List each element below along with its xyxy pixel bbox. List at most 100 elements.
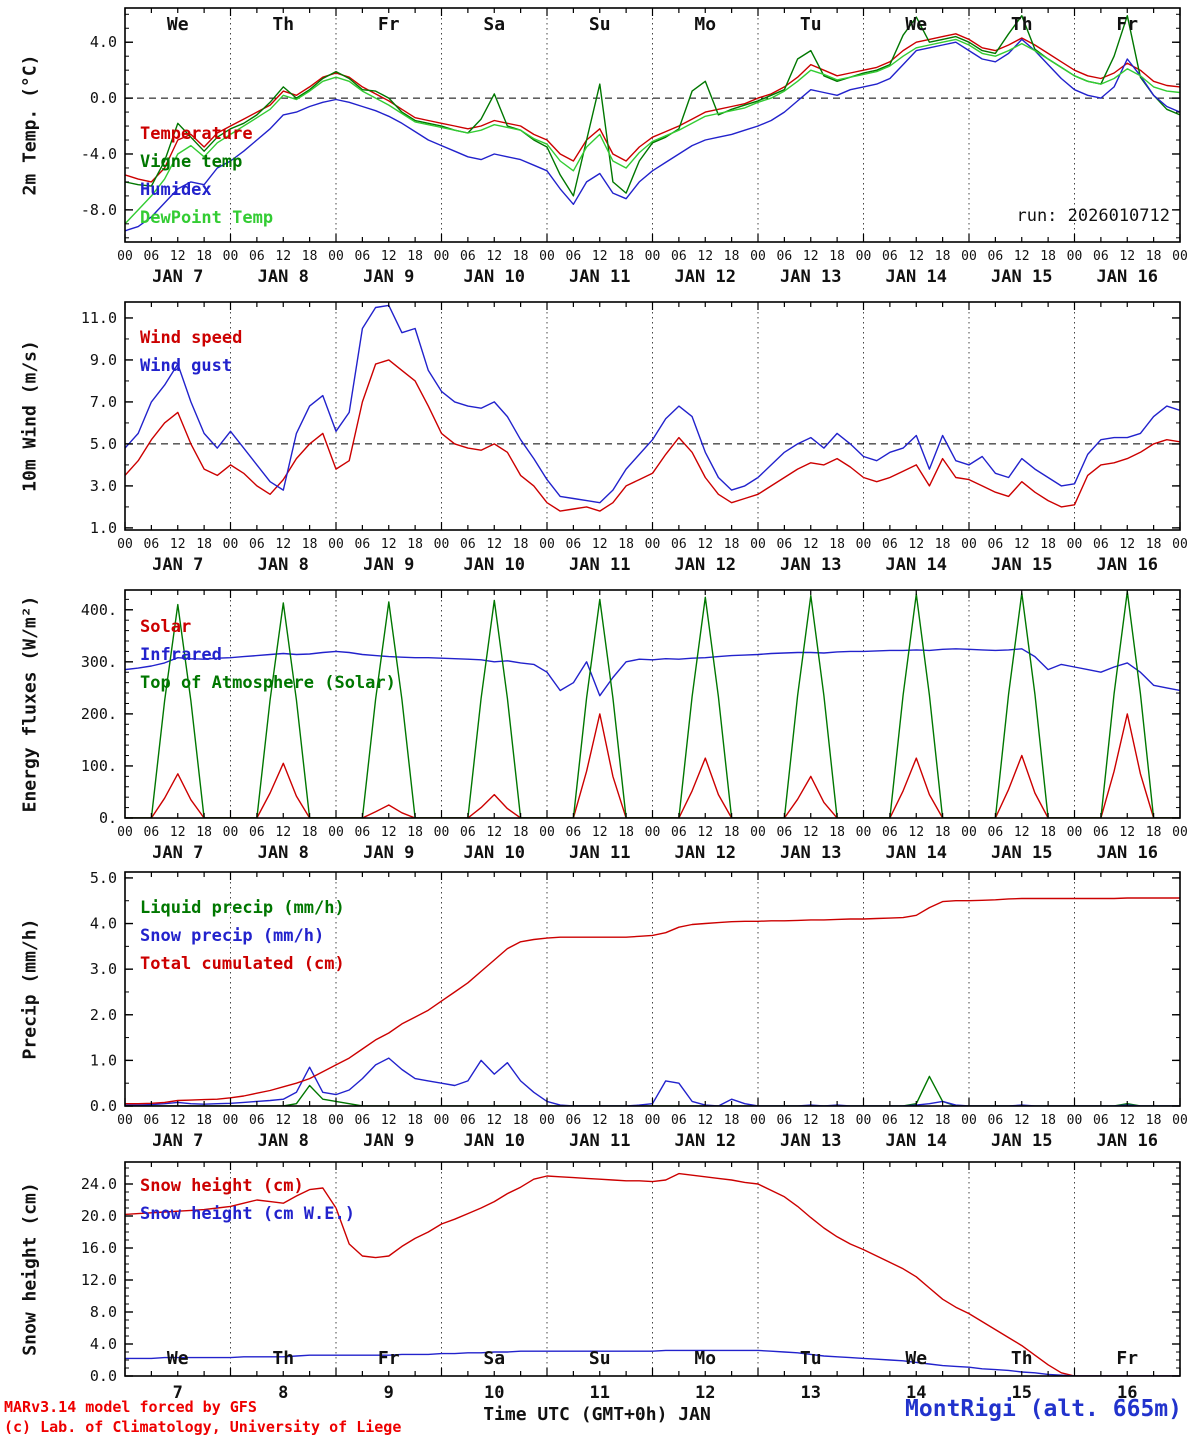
hour-tick-label: 00: [645, 537, 661, 552]
day-number-label: 10: [484, 1383, 504, 1403]
hour-tick-label: 18: [196, 537, 212, 552]
hour-tick-label: 06: [1093, 825, 1109, 840]
day-number-label: 13: [801, 1383, 821, 1403]
hour-tick-label: 12: [592, 249, 608, 264]
day-of-week-label: Fr: [1116, 1348, 1138, 1369]
hour-tick-label: 18: [618, 537, 634, 552]
date-label: JAN 13: [780, 555, 841, 575]
date-label: JAN 7: [152, 555, 203, 575]
hour-tick-label: 18: [724, 537, 740, 552]
hour-tick-label: 12: [1014, 825, 1030, 840]
hour-tick-label: 06: [249, 249, 265, 264]
day-number-label: 9: [384, 1383, 394, 1403]
legend-snow-precip: Snow precip (mm/h): [140, 926, 325, 946]
hour-tick-label: 12: [803, 249, 819, 264]
date-label: JAN 7: [152, 1131, 203, 1151]
hour-tick-label: 18: [935, 537, 951, 552]
hour-tick-label: 12: [697, 537, 713, 552]
y-tick-label: 20.0: [81, 1207, 117, 1225]
date-label: JAN 10: [464, 1131, 525, 1151]
hour-tick-label: 00: [434, 537, 450, 552]
hour-tick-label: 18: [407, 1113, 423, 1128]
series-dewpoint-temp: [125, 38, 1180, 225]
hour-tick-label: 06: [144, 537, 160, 552]
day-of-week-label: We: [905, 1348, 927, 1369]
hour-tick-label: 18: [829, 537, 845, 552]
day-of-week-label: Fr: [1116, 14, 1138, 35]
hour-tick-label: 00: [328, 1113, 344, 1128]
hour-tick-label: 18: [1040, 537, 1056, 552]
y-tick-label: 3.0: [90, 960, 117, 978]
day-of-week-label: Su: [589, 14, 611, 35]
legend-snow-height: Snow height (cm): [140, 1176, 304, 1196]
day-of-week-label: Th: [272, 14, 294, 35]
hour-tick-label: 18: [618, 1113, 634, 1128]
day-number-label: 16: [1117, 1383, 1137, 1403]
y-tick-label: 0.: [99, 809, 117, 827]
hour-tick-label: 06: [249, 825, 265, 840]
hour-tick-label: 06: [988, 537, 1004, 552]
hour-tick-label: 18: [1040, 825, 1056, 840]
day-of-week-label: Sa: [483, 1348, 505, 1369]
date-label: JAN 8: [258, 555, 309, 575]
hour-tick-label: 00: [961, 825, 977, 840]
hour-tick-label: 18: [513, 825, 529, 840]
date-label: JAN 13: [780, 843, 841, 863]
hour-tick-label: 12: [170, 249, 186, 264]
hour-tick-label: 18: [724, 1113, 740, 1128]
hour-tick-label: 18: [618, 825, 634, 840]
y-tick-label: 11.0: [81, 309, 117, 327]
y-tick-label: 1.0: [90, 519, 117, 537]
hour-tick-label: 00: [328, 537, 344, 552]
y-axis-label-precip: Precip (mm/h): [19, 918, 41, 1060]
date-label: JAN 12: [675, 1131, 736, 1151]
hour-tick-label: 00: [117, 1113, 133, 1128]
hour-tick-label: 06: [777, 537, 793, 552]
legend-humidex: Humidex: [140, 180, 212, 200]
hour-tick-label: 00: [1067, 825, 1083, 840]
date-label: JAN 15: [991, 1131, 1052, 1151]
date-label: JAN 14: [886, 1131, 947, 1151]
hour-tick-label: 12: [803, 825, 819, 840]
hour-tick-label: 00: [117, 249, 133, 264]
hour-tick-label: 00: [645, 249, 661, 264]
hour-tick-label: 12: [908, 825, 924, 840]
hour-tick-label: 06: [144, 1113, 160, 1128]
y-tick-label: 9.0: [90, 351, 117, 369]
hour-tick-label: 18: [407, 537, 423, 552]
date-label: JAN 14: [886, 843, 947, 863]
date-label: JAN 16: [1097, 843, 1158, 863]
date-label: JAN 7: [152, 267, 203, 287]
hour-tick-label: 12: [1014, 249, 1030, 264]
y-tick-label: 2.0: [90, 1006, 117, 1024]
day-of-week-label: We: [905, 14, 927, 35]
date-label: JAN 12: [675, 267, 736, 287]
date-label: JAN 15: [991, 267, 1052, 287]
hour-tick-label: 06: [671, 1113, 687, 1128]
day-of-week-label: Fr: [378, 14, 400, 35]
y-tick-label: 3.0: [90, 477, 117, 495]
hour-tick-label: 12: [170, 825, 186, 840]
legend-infrared: Infrared: [140, 645, 222, 665]
date-label: JAN 15: [991, 555, 1052, 575]
run-label: run: 2026010712: [1016, 206, 1170, 226]
hour-tick-label: 06: [355, 1113, 371, 1128]
hour-tick-label: 06: [144, 249, 160, 264]
date-label: JAN 13: [780, 267, 841, 287]
hour-tick-label: 12: [803, 1113, 819, 1128]
hour-tick-label: 06: [1093, 249, 1109, 264]
y-tick-label: 4.0: [90, 915, 117, 933]
lab-credit-line: (c) Lab. of Climatology, University of L…: [4, 1418, 402, 1436]
hour-tick-label: 06: [882, 249, 898, 264]
day-number-label: 7: [173, 1383, 183, 1403]
hour-tick-label: 00: [223, 537, 239, 552]
hour-tick-label: 06: [460, 825, 476, 840]
hour-tick-label: 06: [777, 825, 793, 840]
day-number-label: 11: [590, 1383, 610, 1403]
day-number-label: 15: [1012, 1383, 1032, 1403]
legend-vigne-temp: Vigne temp: [140, 152, 243, 172]
hour-tick-label: 18: [935, 249, 951, 264]
series-wind-speed: [125, 359, 1180, 512]
date-label: JAN 9: [363, 1131, 414, 1151]
